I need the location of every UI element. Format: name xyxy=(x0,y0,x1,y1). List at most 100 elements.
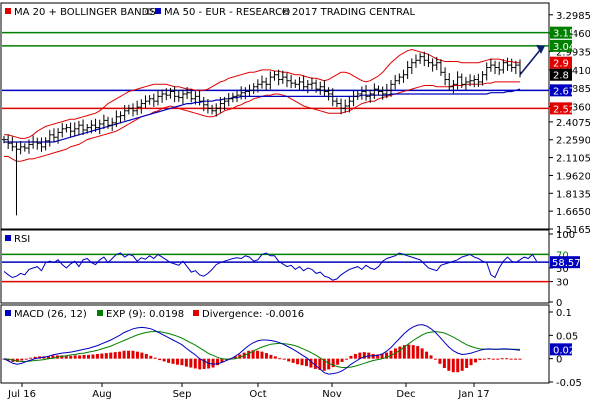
x-tick-label: Aug xyxy=(92,389,112,400)
price-tick-label: 3.1460 xyxy=(556,29,590,40)
divergence-bar xyxy=(256,350,260,359)
rsi-legend: RSI xyxy=(5,234,30,245)
divergence-bar xyxy=(87,354,91,359)
divergence-bar xyxy=(518,358,522,360)
divergence-bar xyxy=(180,358,184,366)
rsi-tick-label: 30 xyxy=(556,278,569,289)
divergence-bar xyxy=(331,358,335,368)
rsi-panel-frame xyxy=(0,229,550,304)
divergence-bar xyxy=(398,346,402,359)
rsi-level-label-70: 70 xyxy=(556,250,569,261)
rsi-tick-label: 0 xyxy=(556,298,562,309)
rsi-level-label-58.57: 58.57 xyxy=(552,258,581,269)
divergence-bar xyxy=(260,351,264,359)
level-label-2.67: 2.67 xyxy=(553,86,575,97)
level-label-3.15: 3.15 xyxy=(553,29,575,40)
ma50-line xyxy=(4,88,521,143)
price-tick-label: 1.5165 xyxy=(556,225,590,236)
divergence-bar xyxy=(69,355,73,359)
divergence-bar xyxy=(469,358,473,366)
level-box-2.9 xyxy=(550,56,572,69)
divergence-bar xyxy=(73,355,77,359)
divergence-bar xyxy=(202,358,206,369)
divergence-bar xyxy=(376,354,380,359)
divergence-bar xyxy=(175,358,179,365)
rsi-tick-label: 50 xyxy=(556,264,569,275)
divergence-bar xyxy=(358,352,362,359)
price-tick-label: 1.8135 xyxy=(556,189,590,200)
divergence-bar xyxy=(122,350,126,359)
divergence-bar xyxy=(340,358,344,362)
divergence-bar xyxy=(29,357,33,359)
divergence-bar xyxy=(474,358,478,363)
divergence-bar xyxy=(425,351,429,359)
macd-level-label: 0.02 xyxy=(553,345,575,356)
divergence-bar xyxy=(153,357,157,359)
divergence-bar xyxy=(313,358,317,369)
divergence-bar xyxy=(456,358,460,373)
copyright-icon: © xyxy=(144,7,154,18)
rsi-level-box-58.57 xyxy=(550,256,580,269)
price-tick-label: 2.1105 xyxy=(556,154,590,165)
macd-tick-label: 0.1 xyxy=(556,308,572,319)
divergence-bar xyxy=(345,358,349,360)
legend-swatch-exp xyxy=(97,310,103,316)
divergence-bar xyxy=(269,354,273,359)
level-label-2.8: 2.8 xyxy=(553,71,569,82)
price-tick-label: 2.6885 xyxy=(556,84,590,95)
divergence-bar xyxy=(318,358,322,370)
divergence-bar xyxy=(282,358,286,360)
divergence-bar xyxy=(144,354,148,359)
forecast-arrow-shaft xyxy=(519,48,542,76)
rsi-tick-label: 100 xyxy=(556,230,575,241)
rsi-line xyxy=(3,252,538,281)
x-tick-label: Oct xyxy=(249,389,266,400)
price-tick-label: 2.8410 xyxy=(556,66,590,77)
divergence-bar xyxy=(15,358,19,362)
macd-line xyxy=(3,324,521,375)
divergence-bar xyxy=(407,344,411,359)
price-tick-label: 2.2590 xyxy=(556,136,590,147)
divergence-bar xyxy=(198,358,202,370)
divergence-bar xyxy=(411,345,415,359)
divergence-bar xyxy=(233,356,237,359)
price-tick-label: 1.9620 xyxy=(556,171,590,182)
divergence-bar xyxy=(287,358,291,362)
price-legend: MA 20 + BOLLINGER BANDS © MA 50 - EUR - … xyxy=(5,7,415,18)
divergence-bar xyxy=(380,354,384,359)
divergence-bar xyxy=(216,358,220,366)
legend-swatch-ma50 xyxy=(155,8,161,14)
divergence-bar xyxy=(429,355,433,359)
price-tick-label: 2.9935 xyxy=(556,47,590,58)
divergence-bar xyxy=(20,358,24,361)
legend-divergence-label: Divergence: -0.0016 xyxy=(202,309,304,320)
divergence-bar xyxy=(158,358,162,361)
divergence-bar xyxy=(442,358,446,368)
divergence-bar xyxy=(247,350,251,359)
divergence-bar xyxy=(33,356,37,359)
divergence-bar xyxy=(100,353,104,359)
divergence-bar xyxy=(189,358,193,368)
x-tick-label: Jul 16 xyxy=(7,389,36,400)
divergence-bar xyxy=(118,351,122,359)
divergence-bar xyxy=(389,350,393,359)
level-box-2.52 xyxy=(550,102,572,115)
level-label-2.52: 2.52 xyxy=(553,104,575,115)
divergence-bar xyxy=(296,358,300,365)
divergence-bar xyxy=(438,358,442,364)
divergence-bar xyxy=(300,358,304,366)
divergence-bar xyxy=(184,358,188,367)
divergence-bar xyxy=(127,350,131,359)
divergence-bar xyxy=(416,346,420,359)
x-tick-label: Dec xyxy=(396,389,415,400)
legend-exp-label: EXP (9): 0.0198 xyxy=(106,309,184,320)
divergence-bar xyxy=(353,354,357,359)
macd-legend: MACD (26, 12) EXP (9): 0.0198 Divergence… xyxy=(5,309,304,320)
legend-rsi-label: RSI xyxy=(14,234,30,245)
divergence-bar xyxy=(291,358,295,363)
divergence-bar xyxy=(162,358,166,362)
x-axis: Jul 16 Aug Sep Oct Nov Dec Jan 17 xyxy=(7,383,490,400)
divergence-bar xyxy=(149,355,153,359)
divergence-bar xyxy=(109,352,113,359)
